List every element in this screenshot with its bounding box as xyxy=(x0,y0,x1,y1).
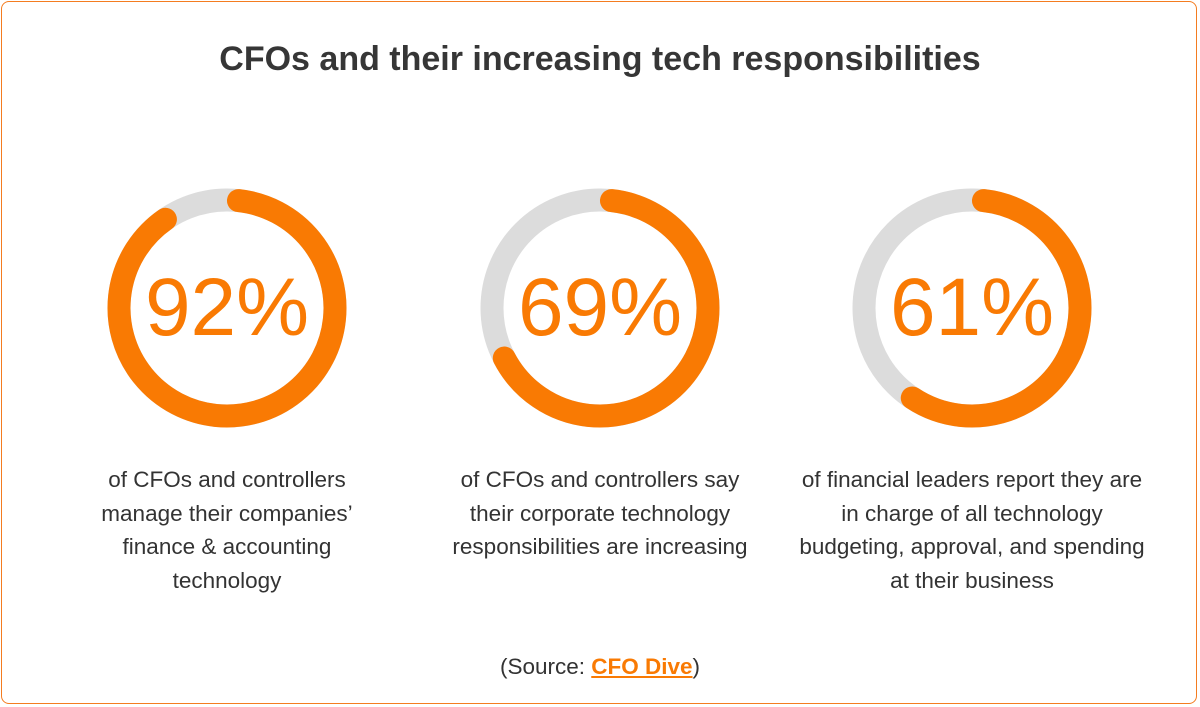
percent-label-3: 61% xyxy=(889,262,1055,353)
percent-label-2: 69% xyxy=(517,262,683,353)
source-note: (Source: CFO Dive) xyxy=(0,654,1200,680)
percent-label-1: 92% xyxy=(144,262,310,353)
caption-3: of financial leaders report they are in … xyxy=(799,467,1145,593)
donut-chart-3 xyxy=(852,188,1092,428)
stat-card-1: 92% of CFOs and controllers manage their… xyxy=(47,180,407,593)
stat-card-3: 61% of financial leaders report they are… xyxy=(792,180,1152,593)
donut-value-arc xyxy=(480,188,720,428)
stat-card-2: 69% of CFOs and controllers say their co… xyxy=(420,180,780,559)
caption-2: of CFOs and controllers say their corpor… xyxy=(452,467,748,559)
page-title: CFOs and their increasing tech responsib… xyxy=(219,40,981,78)
caption-1: of CFOs and controllers manage their com… xyxy=(101,467,353,593)
donut-chart-2 xyxy=(480,188,720,428)
source-suffix: ) xyxy=(692,654,701,679)
donut-value-arc xyxy=(852,188,1092,428)
donut-value-arc xyxy=(107,188,347,428)
source-prefix: (Source: xyxy=(499,654,592,679)
source-link[interactable]: CFO Dive xyxy=(591,654,693,679)
donut-chart-1 xyxy=(107,188,347,428)
